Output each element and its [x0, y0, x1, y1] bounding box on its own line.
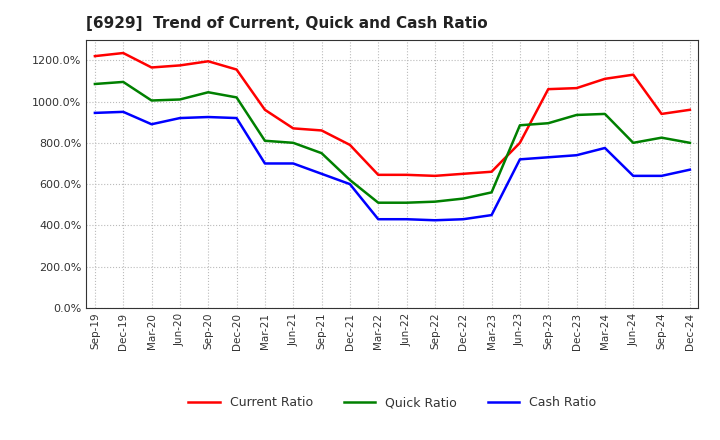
Quick Ratio — [572, 112, 581, 117]
Quick Ratio — [91, 81, 99, 87]
Quick Ratio — [318, 150, 326, 156]
Current Ratio — [233, 67, 241, 72]
Cash Ratio — [572, 153, 581, 158]
Current Ratio — [402, 172, 411, 177]
Current Ratio — [459, 171, 467, 176]
Current Ratio — [176, 63, 184, 68]
Quick Ratio — [516, 123, 524, 128]
Cash Ratio — [487, 213, 496, 218]
Quick Ratio — [204, 90, 212, 95]
Quick Ratio — [487, 190, 496, 195]
Quick Ratio — [629, 140, 637, 146]
Cash Ratio — [261, 161, 269, 166]
Quick Ratio — [289, 140, 297, 146]
Cash Ratio — [91, 110, 99, 116]
Current Ratio — [204, 59, 212, 64]
Cash Ratio — [402, 216, 411, 222]
Current Ratio — [148, 65, 156, 70]
Cash Ratio — [600, 145, 609, 150]
Quick Ratio — [176, 97, 184, 102]
Current Ratio — [346, 142, 354, 147]
Quick Ratio — [374, 200, 382, 205]
Current Ratio — [289, 126, 297, 131]
Cash Ratio — [629, 173, 637, 179]
Current Ratio — [91, 54, 99, 59]
Cash Ratio — [685, 167, 694, 172]
Text: [6929]  Trend of Current, Quick and Cash Ratio: [6929] Trend of Current, Quick and Cash … — [86, 16, 488, 32]
Cash Ratio — [657, 173, 666, 179]
Quick Ratio — [119, 79, 127, 84]
Legend: Current Ratio, Quick Ratio, Cash Ratio: Current Ratio, Quick Ratio, Cash Ratio — [184, 392, 601, 414]
Quick Ratio — [600, 111, 609, 117]
Current Ratio — [119, 50, 127, 55]
Cash Ratio — [233, 115, 241, 121]
Cash Ratio — [459, 216, 467, 222]
Cash Ratio — [374, 216, 382, 222]
Line: Quick Ratio: Quick Ratio — [95, 82, 690, 203]
Line: Current Ratio: Current Ratio — [95, 53, 690, 176]
Cash Ratio — [289, 161, 297, 166]
Cash Ratio — [204, 114, 212, 120]
Cash Ratio — [544, 154, 552, 160]
Current Ratio — [572, 85, 581, 91]
Cash Ratio — [176, 115, 184, 121]
Quick Ratio — [544, 121, 552, 126]
Quick Ratio — [685, 140, 694, 146]
Quick Ratio — [346, 177, 354, 183]
Cash Ratio — [516, 157, 524, 162]
Current Ratio — [600, 76, 609, 81]
Cash Ratio — [318, 171, 326, 176]
Current Ratio — [657, 111, 666, 117]
Quick Ratio — [261, 138, 269, 143]
Current Ratio — [487, 169, 496, 174]
Quick Ratio — [233, 95, 241, 100]
Quick Ratio — [402, 200, 411, 205]
Current Ratio — [318, 128, 326, 133]
Current Ratio — [261, 107, 269, 113]
Current Ratio — [685, 107, 694, 113]
Quick Ratio — [459, 196, 467, 201]
Current Ratio — [544, 87, 552, 92]
Current Ratio — [431, 173, 439, 179]
Line: Cash Ratio: Cash Ratio — [95, 112, 690, 220]
Current Ratio — [629, 72, 637, 77]
Quick Ratio — [431, 199, 439, 204]
Cash Ratio — [431, 218, 439, 223]
Current Ratio — [374, 172, 382, 177]
Cash Ratio — [119, 109, 127, 114]
Quick Ratio — [148, 98, 156, 103]
Cash Ratio — [346, 181, 354, 187]
Quick Ratio — [657, 135, 666, 140]
Cash Ratio — [148, 121, 156, 127]
Current Ratio — [516, 140, 524, 146]
